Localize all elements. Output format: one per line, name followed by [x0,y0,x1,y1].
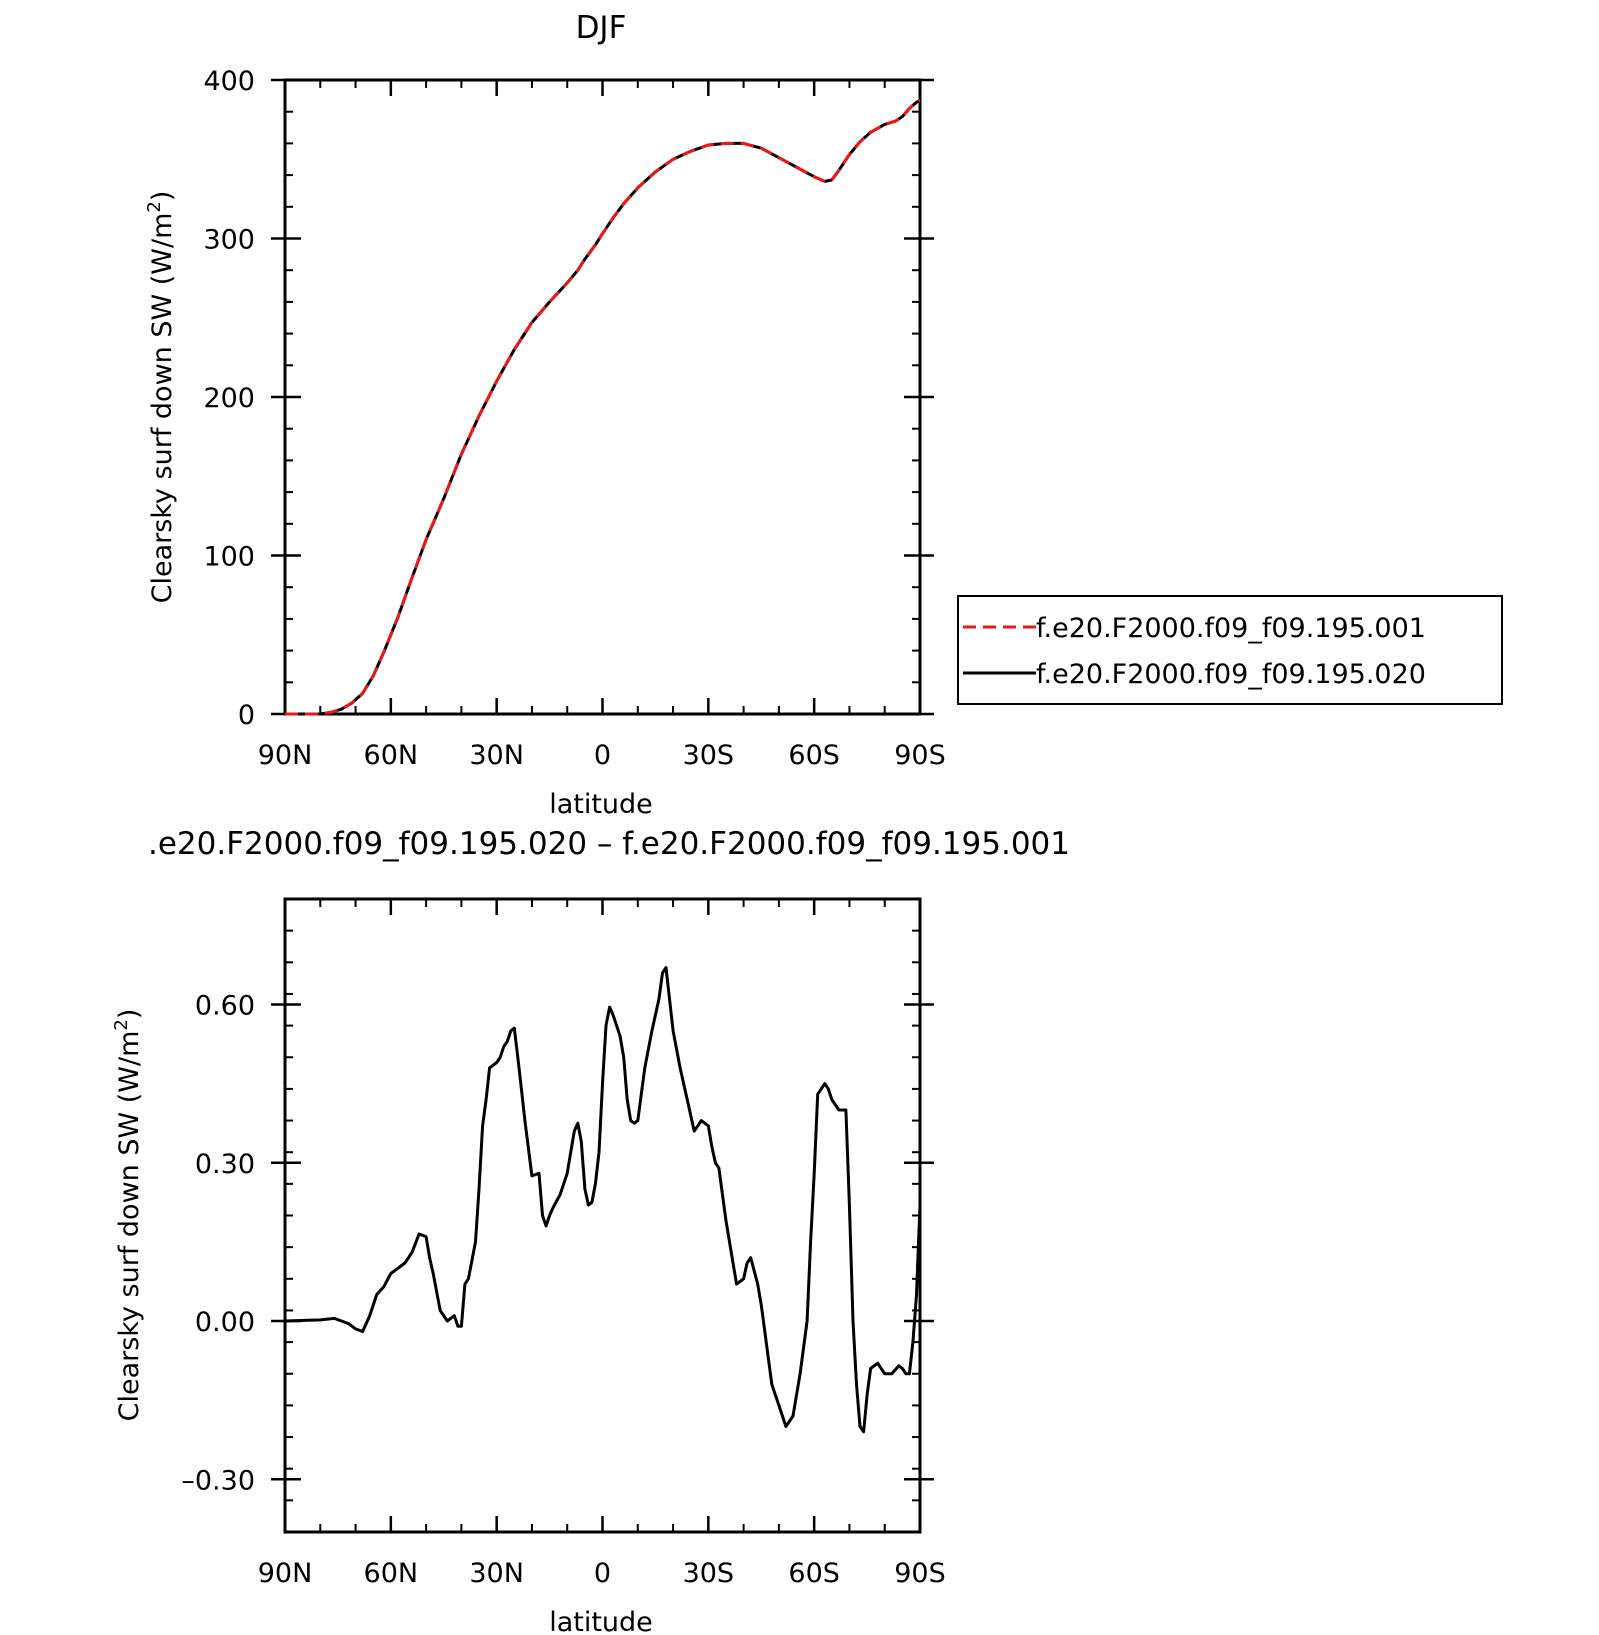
bottom-x-tick-label: 60N [364,1558,419,1589]
top-y-tick-label: 400 [203,66,255,97]
top-series [285,99,921,716]
top-panel: DJF 90N 60N 30N 0 30S 60S 90S 0 100 200 300 400 lat… [144,10,946,820]
top-y-tick-label: 100 [203,542,255,573]
top-x-tick-label: 30N [469,740,524,771]
legend-box [957,595,1503,705]
bottom-ticks: 90N 60N 30N 0 30S 60S 90S –0.30 0.00 0.30 0.60 [181,898,946,1589]
bottom-y-tick-label: 0.30 [195,1149,255,1180]
bottom-y-tick-label: –0.30 [181,1465,255,1496]
bottom-y-axis-label: Clearsky surf down SW (W/m2) [111,1009,145,1422]
top-title: DJF [576,10,627,46]
bottom-y-tick-label: 0.60 [195,991,255,1022]
top-y-tick-label: 300 [203,225,255,256]
bottom-x-tick-label: 30S [683,1558,735,1589]
bottom-title: .e20.F2000.f09_f09.195.020 – f.e20.F2000… [148,826,1070,862]
bottom-x-tick-label: 60S [788,1558,840,1589]
top-x-tick-label: 90S [894,740,946,771]
bottom-y-tick-label: 0.00 [195,1307,255,1338]
top-x-tick-label: 30S [683,740,735,771]
legend-label-series-1: f.e20.F2000.f09_f09.195.001 [1036,613,1426,644]
top-x-tick-label: 60N [364,740,419,771]
bottom-series-line-1 [284,966,922,1434]
top-x-axis-label: latitude [549,789,653,820]
top-y-tick-label: 200 [203,383,255,414]
legend-label-series-2: f.e20.F2000.f09_f09.195.020 [1036,659,1426,690]
bottom-x-axis-label: latitude [549,1607,653,1635]
bottom-series [284,966,922,1434]
legend: f.e20.F2000.f09_f09.195.001 f.e20.F2000.… [957,595,1503,705]
top-x-tick-label: 90N [258,740,313,771]
top-ticks: 90N 60N 30N 0 30S 60S 90S 0 100 200 300 400 [203,66,945,771]
bottom-x-tick-label: 0 [594,1558,611,1589]
top-y-axis-label: Clearsky surf down SW (W/m2) [144,191,178,604]
top-x-tick-label: 60S [788,740,840,771]
bottom-x-tick-label: 30N [469,1558,524,1589]
top-y-tick-label: 0 [238,700,255,731]
bottom-plot-frame [283,897,922,1534]
top-plot-frame [283,78,922,716]
top-x-tick-label: 0 [594,740,611,771]
bottom-panel: .e20.F2000.f09_f09.195.020 – f.e20.F2000… [111,826,1070,1635]
bottom-x-tick-label: 90N [258,1558,313,1589]
bottom-x-tick-label: 90S [894,1558,946,1589]
top-series-line-2 [285,99,921,716]
top-series-line-1 [285,99,921,716]
